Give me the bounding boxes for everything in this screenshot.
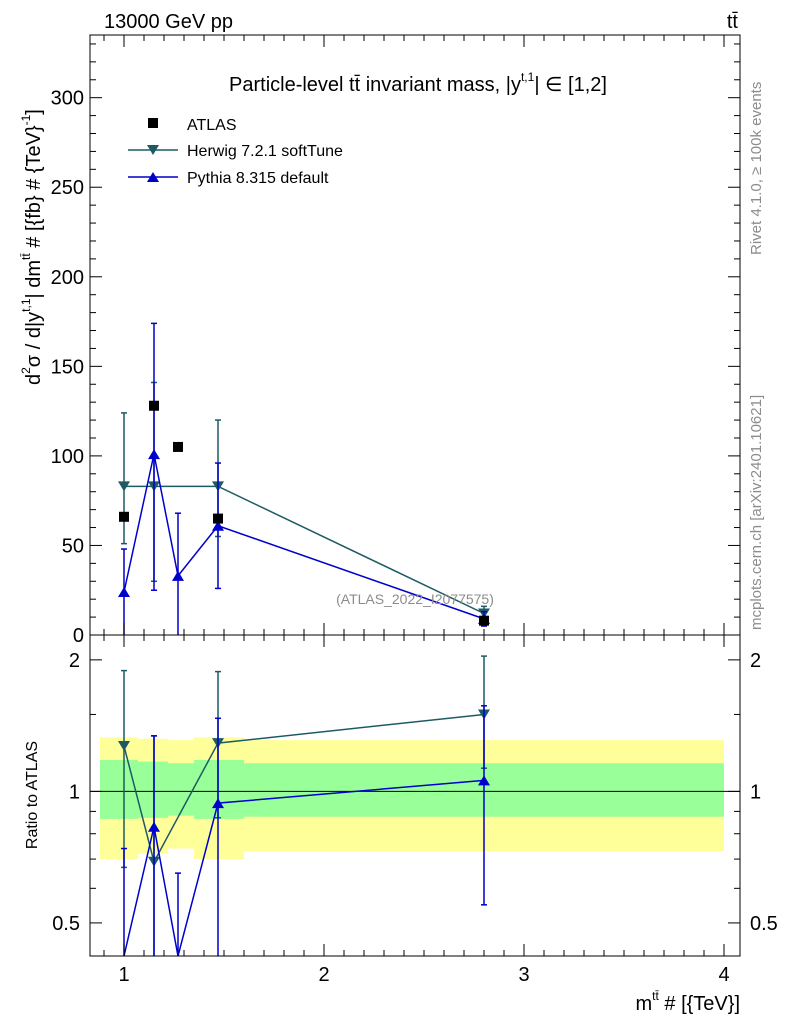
ratio-ytick-label-right: 1 [750,781,761,803]
legend-marker-herwig [147,145,159,155]
main-ytick-label: 100 [51,446,84,468]
xtick-label: 4 [718,964,729,986]
main-point-atlas [213,513,223,524]
legend: ATLAS Herwig 7.2.1 softTune Pythia 8.315… [128,117,343,187]
chart-title-end: | ∈ [1,2] [534,74,607,96]
ratio-ytick-label-right: 0.5 [750,913,778,935]
ylabel-part-tt: tt̄ [19,253,33,260]
main-point-atlas [119,511,129,522]
main-point-atlas [173,441,183,452]
main-ytick-label: 50 [62,535,84,557]
main-ytick-label: 300 [51,88,84,110]
legend-label-atlas: ATLAS [187,117,237,134]
main-ytick-label: 250 [51,177,84,199]
ratio-point-pythia [212,798,224,809]
ylabel-part-dm: | dm [23,260,45,299]
legend-label-herwig: Herwig 7.2.1 softTune [187,143,343,160]
ratio-band-inner [138,761,168,818]
main-point-atlas [479,615,489,626]
main-panel: 0 50 100 150 200 250 300 (ATLAS_2022_I2077575)… [19,34,741,647]
ratio-ytick-label: 1 [69,781,80,803]
chart-title-main: Particle-level tt̄ invariant mass, |y [229,74,521,96]
ylabel-part-units: # [{fb} # {TeV} [23,125,45,253]
xlabel-end: # [{TeV}] [659,993,740,1015]
x-axis-label: mtt̄ # [{TeV}] [635,989,740,1015]
ratio-ytick-label: 0.5 [52,913,80,935]
main-point-pythia [172,570,184,581]
chart-title-sup: t,1 [521,70,535,84]
collision-label: 13000 GeV pp [104,11,233,33]
analysis-watermark: (ATLAS_2022_I2077575) [336,591,494,607]
ylabel-part-t1: t,1 [19,298,33,312]
legend-label-pythia: Pythia 8.315 default [187,170,329,187]
ylabel-part-sigma: σ / d|y [23,312,45,367]
main-ytick-label: 0 [73,625,84,647]
ylabel-part-d: d [23,374,45,385]
xtick-label: 3 [518,964,529,986]
main-point-pythia [118,587,130,598]
ratio-point-pythia [148,821,160,832]
ratio-band-inner [100,759,138,819]
legend-marker-atlas [148,118,158,128]
chart-title: Particle-level tt̄ invariant mass, |yt,1… [229,70,607,96]
main-point-pythia [212,520,224,531]
ratio-band-inner [194,759,244,819]
ratio-band-inner [168,763,194,816]
ylabel-part-exp: -1 [19,114,33,125]
process-label: tt̄ [727,11,739,33]
xlabel-sup: tt̄ [652,989,659,1003]
ylabel-part-2: 2 [19,367,33,374]
xtick-label: 2 [318,964,329,986]
legend-marker-pythia [147,172,159,182]
ratio-y-axis-label: Ratio to ATLAS [24,741,41,849]
xtick-label: 1 [118,964,129,986]
main-point-herwig [118,481,130,492]
main-point-atlas [149,400,159,411]
main-y-axis-label: d2σ / d|yt,1| dmtt̄ # [{fb} # {TeV}-1] [19,109,45,385]
main-point-pythia [148,449,160,460]
main-ytick-label: 200 [51,267,84,289]
main-ytick-label: 150 [51,356,84,378]
ratio-line-herwig [123,713,485,864]
rivet-version-label: Rivet 4.1.0, ≥ 100k events [748,82,765,255]
ratio-ytick-label: 2 [69,650,80,672]
main-line-herwig [124,485,485,615]
ratio-panel: 0.5 0.5 1 1 2 2 1 2 3 4 Ratio to ATLAS mtt̄ # [{… [24,35,778,1015]
ratio-point-pythia [478,775,490,786]
ylabel-part-close: ] [23,109,45,115]
mcplots-label: mcplots.cern.ch [arXiv:2401.10621] [748,395,765,630]
ratio-point-herwig [118,741,130,752]
ratio-ytick-label-right: 2 [750,650,761,672]
ratio-panel-frame [89,634,741,957]
xlabel-main: m [635,993,652,1015]
